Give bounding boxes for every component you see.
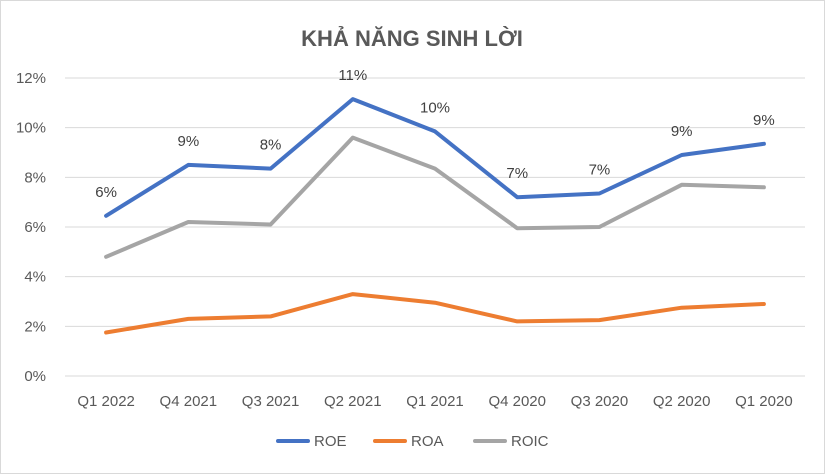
gridlines xyxy=(65,77,805,377)
x-tick-label: Q4 2021 xyxy=(160,393,218,410)
y-tick-label: 0% xyxy=(24,368,46,385)
data-label-roe: 10% xyxy=(420,99,450,116)
x-axis-ticks: Q1 2022 Q4 2021 Q3 2021 Q2 2021 Q1 2021 Q4 20… xyxy=(77,393,792,410)
series-line-roic xyxy=(104,135,766,259)
legend-label-roe: ROE xyxy=(314,433,347,450)
data-label-roe: 7% xyxy=(506,165,528,182)
x-tick-label: Q3 2021 xyxy=(242,393,300,410)
data-labels: 6% 9% 8% 11% 10% 7% 7% 9% 9% xyxy=(95,67,774,201)
y-tick-label: 2% xyxy=(24,318,46,335)
y-tick-label: 4% xyxy=(24,269,46,286)
chart-title: KHẢ NĂNG SINH LỜI xyxy=(301,26,523,51)
x-tick-label: Q3 2020 xyxy=(571,393,629,410)
data-label-roe: 7% xyxy=(589,161,611,178)
series-line-roe xyxy=(104,97,766,218)
legend-label-roic: ROIC xyxy=(511,433,549,450)
data-label-roe: 9% xyxy=(671,123,693,140)
x-tick-label: Q1 2021 xyxy=(406,393,464,410)
y-tick-label: 6% xyxy=(24,219,46,236)
legend-label-roa: ROA xyxy=(411,433,444,450)
x-tick-label: Q4 2020 xyxy=(488,393,546,410)
data-label-roe: 11% xyxy=(338,67,367,84)
x-tick-label: Q2 2021 xyxy=(324,393,382,410)
x-tick-label: Q1 2020 xyxy=(735,393,793,410)
y-axis-ticks: 0% 2% 4% 6% 8% 10% 12% xyxy=(16,70,46,385)
x-tick-label: Q2 2020 xyxy=(653,393,711,410)
data-label-roe: 9% xyxy=(177,133,199,150)
y-tick-label: 12% xyxy=(16,70,46,87)
y-tick-label: 10% xyxy=(16,120,46,137)
legend: ROE ROA ROIC xyxy=(276,433,549,450)
data-label-roe: 6% xyxy=(95,184,117,201)
data-label-roe: 9% xyxy=(753,112,775,129)
y-tick-label: 8% xyxy=(24,169,46,186)
data-label-roe: 8% xyxy=(260,137,282,154)
x-tick-label: Q1 2022 xyxy=(77,393,135,410)
series-lines xyxy=(104,97,766,335)
